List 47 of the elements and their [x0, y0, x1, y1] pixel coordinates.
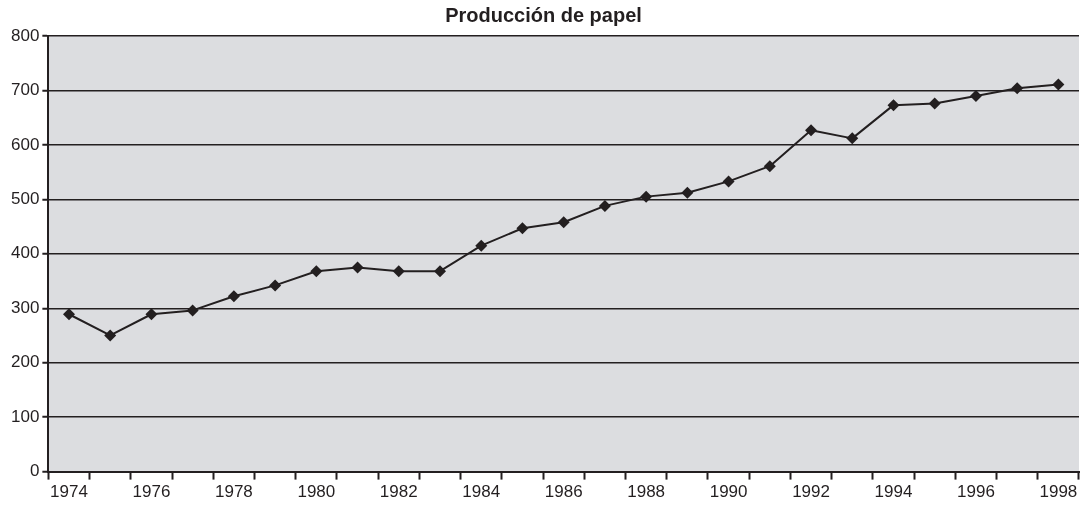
point	[887, 99, 900, 112]
point	[104, 329, 117, 342]
point	[516, 222, 529, 235]
y-tick-label: 800	[10, 25, 40, 45]
x-tick-label: 1982	[379, 482, 418, 502]
y-tick-label: 200	[10, 352, 40, 372]
y-tick-label: 300	[10, 297, 40, 317]
point	[269, 279, 282, 292]
point	[310, 265, 323, 278]
point	[846, 132, 859, 145]
point	[598, 199, 611, 212]
x-tick-label: 1998	[1039, 482, 1078, 502]
x-tick-label: 1976	[132, 482, 171, 502]
y-tick-label: 400	[10, 243, 40, 263]
point	[805, 124, 818, 137]
point	[227, 290, 240, 303]
x-tick-label: 1974	[50, 482, 88, 502]
point	[186, 304, 199, 317]
x-tick-label: 1986	[544, 482, 583, 502]
point	[928, 97, 941, 110]
y-tick-label: 0	[29, 461, 40, 481]
point	[722, 175, 735, 188]
x-tick-label: 1990	[709, 482, 748, 502]
point	[1052, 78, 1065, 91]
point	[62, 308, 75, 321]
y-tick-label: 600	[10, 134, 40, 154]
point	[392, 265, 405, 278]
point	[640, 190, 653, 203]
x-tick-label: 1988	[627, 482, 666, 502]
point	[681, 186, 694, 199]
x-tick-label: 1980	[297, 482, 336, 502]
x-tick-label: 1994	[874, 482, 913, 502]
chart-title: Producción de papel	[445, 3, 642, 26]
x-tick-label: 1992	[792, 482, 830, 502]
y-tick-label: 100	[10, 406, 40, 426]
point	[1011, 82, 1024, 95]
point	[763, 160, 776, 173]
x-tick-label: 1984	[462, 482, 501, 502]
y-tick-label: 700	[10, 80, 40, 100]
point	[145, 308, 158, 321]
x-tick-label: 1996	[957, 482, 995, 502]
point	[557, 216, 570, 229]
y-tick-label: 500	[10, 189, 40, 209]
point	[351, 261, 364, 274]
x-tick-label: 1978	[214, 482, 253, 502]
point	[434, 265, 447, 278]
point	[475, 239, 488, 252]
